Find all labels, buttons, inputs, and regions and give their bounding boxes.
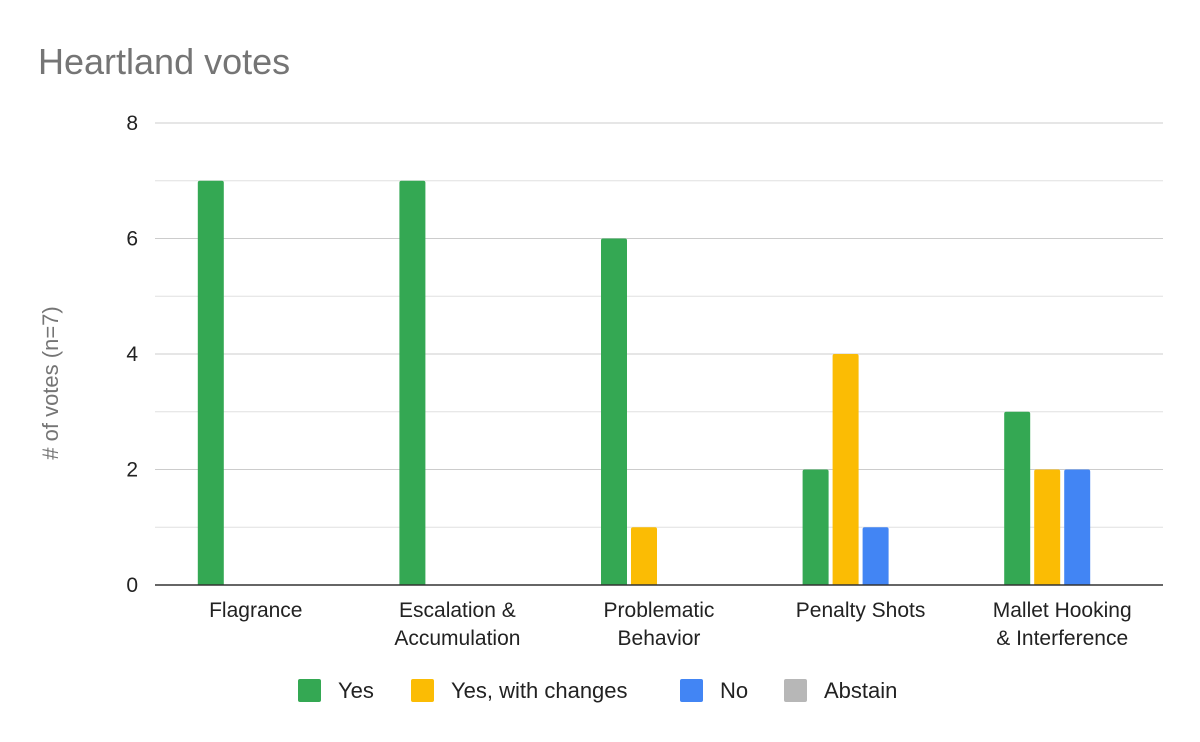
y-tick-label: 4 — [126, 343, 138, 366]
legend-label: Yes — [338, 678, 374, 703]
legend-swatch — [411, 679, 434, 702]
bar — [832, 354, 859, 585]
gridlines — [155, 122, 1163, 528]
bar — [197, 180, 224, 585]
x-category-label: Mallet Hooking & Interference — [993, 599, 1132, 650]
x-category-label: Flagrance — [209, 599, 302, 622]
bar — [399, 180, 426, 585]
bar — [1034, 469, 1061, 585]
legend-label: Abstain — [824, 678, 897, 703]
bar — [601, 238, 627, 585]
y-tick-label: 0 — [126, 574, 138, 597]
bars — [155, 180, 1163, 586]
bar — [862, 527, 889, 585]
y-tick-label: 6 — [126, 228, 138, 251]
x-category-label: Penalty Shots — [796, 599, 926, 622]
legend-label: No — [720, 678, 748, 703]
y-axis-label: # of votes (n=7) — [38, 306, 63, 459]
chart-title: Heartland votes — [38, 41, 290, 82]
legend-swatch — [784, 679, 807, 702]
bar — [802, 469, 829, 585]
legend: Yes Yes, with changes No Abstain — [298, 678, 897, 703]
y-tick-label: 2 — [126, 459, 138, 482]
bar — [1064, 469, 1091, 585]
legend-swatch — [680, 679, 703, 702]
x-axis-categories: Flagrance Escalation & Accumulation Problem… — [209, 599, 1132, 650]
legend-swatch — [298, 679, 321, 702]
x-category-label: Problematic Behavior — [604, 599, 715, 650]
y-tick-label: 8 — [126, 112, 138, 135]
x-category-label: Escalation & Accumulation — [394, 599, 520, 650]
bar — [1004, 411, 1031, 585]
bar — [631, 527, 657, 585]
legend-label: Yes, with changes — [451, 678, 628, 703]
y-axis-ticks: 0 2 4 6 8 — [126, 112, 138, 597]
